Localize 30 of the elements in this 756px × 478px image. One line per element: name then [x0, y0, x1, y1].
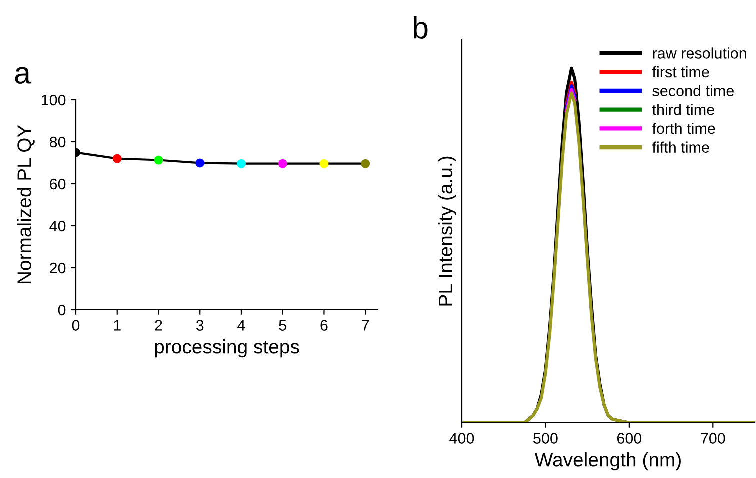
x-tick-label: 1	[114, 320, 121, 331]
x-tick-label: 7	[362, 320, 370, 331]
y-tick-label: 80	[50, 136, 66, 148]
chart-title: b	[414, 16, 428, 39]
legend-label: third time	[652, 104, 714, 116]
x-axis-title: processing steps	[155, 340, 300, 358]
y-axis-title: PL Intensity (a.u.)	[438, 156, 456, 306]
y-tick-label: 40	[50, 220, 66, 232]
x-tick-label: 4	[238, 320, 246, 331]
x-tick-label: 0	[72, 320, 80, 331]
legend-label: raw resolution	[653, 48, 746, 59]
x-tick-label: 400	[450, 433, 474, 444]
legend-label: forth time	[652, 122, 716, 134]
legend-label: fifth time	[652, 142, 710, 153]
x-tick-label: 5	[279, 320, 286, 331]
x-tick-label: 500	[534, 433, 558, 444]
chart-title: a	[15, 67, 31, 84]
y-tick-label: 0	[58, 304, 66, 316]
x-tick-label: 6	[320, 320, 328, 331]
legend-label: second time	[652, 85, 734, 97]
legend-label: first time	[652, 66, 710, 78]
x-axis-title: Wavelength (nm)	[534, 452, 681, 471]
y-tick-label: 60	[50, 178, 66, 190]
x-tick-label: 3	[196, 320, 204, 331]
y-tick-label: 100	[42, 94, 66, 106]
x-tick-label: 700	[701, 433, 726, 444]
x-tick-label: 2	[155, 320, 162, 331]
y-axis-title: Normalized PL QY	[17, 125, 35, 284]
x-tick-label: 600	[617, 433, 642, 444]
y-tick-label: 20	[50, 262, 66, 274]
